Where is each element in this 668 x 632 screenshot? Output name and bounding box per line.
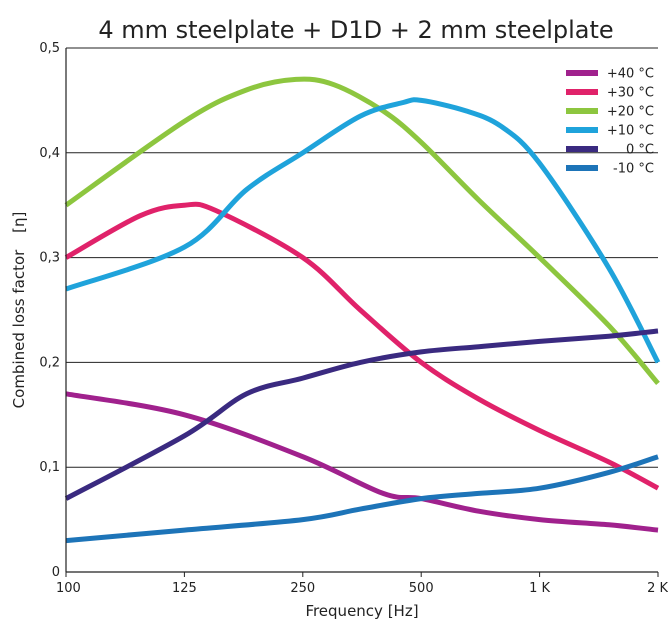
legend-label: +40 °C <box>607 67 654 82</box>
series-line-3 <box>65 97 661 364</box>
x-tick-label: 2 K <box>647 581 668 596</box>
x-tick-label: 250 <box>290 581 315 596</box>
y-tick-label: 0 <box>52 565 60 580</box>
legend-swatch <box>566 146 598 152</box>
series-line-0 <box>65 391 659 533</box>
x-tick-label: 500 <box>409 581 434 596</box>
chart-title: 4 mm steelplate + D1D + 2 mm steelplate <box>98 16 613 44</box>
y-axis-title: Combined loss factor [η] <box>10 212 28 409</box>
y-tick-label: 0,5 <box>39 41 60 56</box>
y-axis-title-symbol: [η] <box>10 212 28 233</box>
legend-label: +30 °C <box>607 86 654 101</box>
x-axis-title: Frequency [Hz] <box>305 602 418 620</box>
series-line-1 <box>64 201 660 491</box>
series-line-2 <box>64 76 660 386</box>
series-line-4 <box>64 328 659 501</box>
legend-swatch <box>566 108 598 114</box>
y-tick-label: 0,2 <box>39 355 60 370</box>
legend-label: +20 °C <box>607 105 654 120</box>
legend-label: -10 °C <box>613 162 654 177</box>
legend: +40 °C +30 °C +20 °C +10 °C 0 °C -10 °C <box>566 67 654 177</box>
y-tick-label: 0,4 <box>39 146 60 161</box>
legend-swatch <box>566 165 598 171</box>
legend-label: 0 °C <box>626 143 654 158</box>
legend-swatch <box>566 70 598 76</box>
x-tick-label: 100 <box>56 581 81 596</box>
y-tick-label: 0,1 <box>39 460 60 475</box>
legend-swatch <box>566 127 598 133</box>
y-tick-labels: 0 0,1 0,2 0,3 0,4 0,5 <box>39 41 60 580</box>
axes <box>65 48 658 573</box>
legend-swatch <box>566 89 598 95</box>
series-lines <box>64 76 661 544</box>
legend-label: +10 °C <box>607 124 654 139</box>
y-tick-label: 0,3 <box>39 251 60 266</box>
x-tick-label: 125 <box>172 581 197 596</box>
x-tick-labels: 100 125 250 500 1 K 2 K <box>56 572 668 596</box>
y-axis-title-group: Combined loss factor [η] <box>10 212 28 409</box>
y-axis-title-text: Combined loss factor <box>10 249 28 408</box>
series-line-5 <box>65 454 659 544</box>
x-tick-label: 1 K <box>529 581 550 596</box>
